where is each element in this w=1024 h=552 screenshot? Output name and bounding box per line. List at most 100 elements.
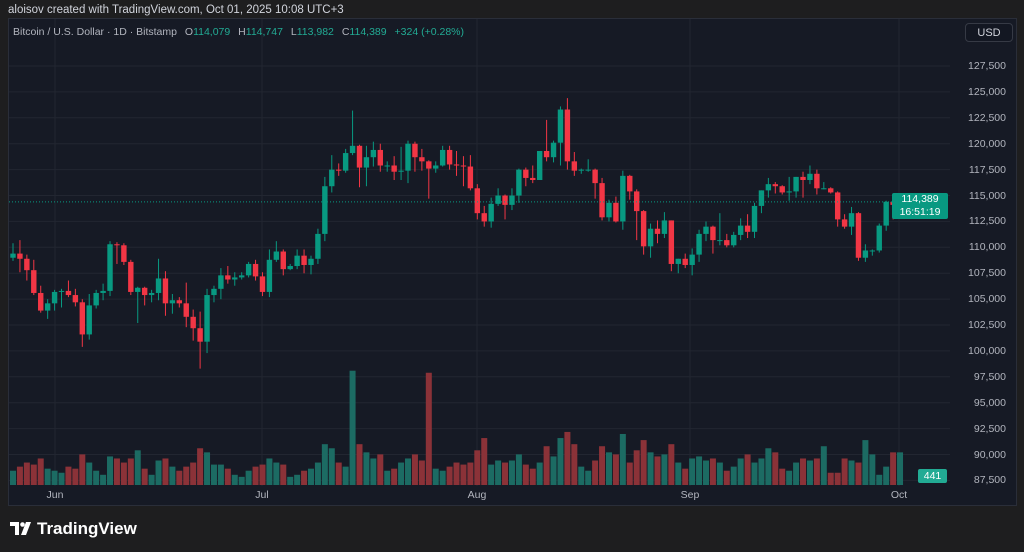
candle-body [79,302,85,335]
price-axis-label: 122,500 [968,111,1006,124]
price-axis-label: 112,500 [968,215,1006,228]
price-axis-label: 115,000 [968,189,1006,202]
candle-body [848,213,855,227]
candle-body [620,175,626,222]
volume-bar [612,454,619,485]
high-label: H [238,26,246,38]
candle-body [38,292,44,311]
candle-body [876,225,882,251]
candle-body [571,161,578,171]
candle-body [51,291,58,304]
volume-bar [307,468,314,485]
candle-body [474,188,481,214]
volume-bar [654,456,661,485]
volume-bar [640,440,647,485]
candle-body [883,201,889,226]
volume-bar [897,452,904,485]
price-axis-label: 102,500 [968,319,1006,331]
volume-bar [508,460,515,485]
close-label: C [341,26,350,38]
volume-bar [411,454,418,485]
volume-bar [765,448,772,485]
volume-bar [30,464,37,485]
volume-bar [301,470,308,485]
candle-body [696,233,702,255]
volume-bar [709,458,716,485]
candle-body [259,276,266,292]
candle-body [772,184,778,187]
candle-body [634,191,640,212]
volume-bar [23,462,30,485]
candle-body [828,188,834,193]
candle-body [481,213,487,222]
symbol-name[interactable]: Bitcoin / U.S. Dollar · 1D · Bitstamp [13,26,177,38]
candle-body [266,259,273,292]
candle-body [31,270,37,293]
volume-bar [564,431,571,485]
volume-bar [72,468,79,485]
time-axis-label: Jun [46,489,64,501]
candle-body [821,188,827,190]
candle-body [814,173,820,189]
volume-bar [689,458,696,485]
candle-body [162,278,169,304]
candle-body [280,251,286,270]
volume-bar [772,452,779,485]
candle-body [786,191,792,193]
candle-body [93,292,99,306]
candle-body [211,288,217,296]
candle-body [363,157,370,168]
volume-bar [418,460,425,485]
volume-bar [474,450,481,485]
candle-body [841,219,848,227]
candle-body [467,166,474,189]
time-axis-label: Aug [467,489,487,501]
volume-bar [169,466,176,485]
volume-bar [453,462,460,485]
price-axis-label: 125,000 [968,85,1006,98]
price-axis-label: 92,500 [973,422,1006,435]
volume-bar [217,464,224,485]
volume-bar [51,470,58,485]
candle-body [238,275,245,278]
volume-bar [134,450,141,485]
candle-body [453,164,460,166]
candle-body [232,277,238,280]
volume-bar [515,454,522,485]
volume-bar [432,468,439,485]
candle-body [24,258,30,271]
candle-body [342,153,349,171]
volume-bar [855,462,862,485]
candle-body [647,228,654,247]
volume-bar [890,452,897,485]
volume-bar [245,470,252,485]
volume-bar [398,462,405,485]
candle-body [405,143,411,171]
candle-body [169,300,176,304]
volume-bar [183,466,190,485]
candle-body [329,169,335,187]
price-axis-label: 87,500 [973,474,1006,487]
volume-bar [599,446,606,485]
candle-body [564,109,571,162]
candle-body [717,240,723,242]
volume-bar [786,470,793,485]
currency-button[interactable]: USD [965,23,1013,42]
volume-bar [58,472,65,485]
chart-pane[interactable] [8,18,1017,506]
candle-body [225,275,231,280]
brand-name: TradingView [37,519,137,538]
volume-bar [294,474,301,485]
tradingview-logo[interactable]: TradingView [10,519,137,539]
candle-body [682,258,688,265]
current-price-label: 114,389 16:51:19 [892,193,948,219]
candle-body [779,186,785,193]
volume-bar [806,460,813,485]
volume-bar [148,474,155,485]
volume-bar [204,452,211,485]
candle-body [675,258,681,264]
candle-body [273,251,280,260]
candle-body [72,295,79,303]
candle-body [308,258,314,265]
